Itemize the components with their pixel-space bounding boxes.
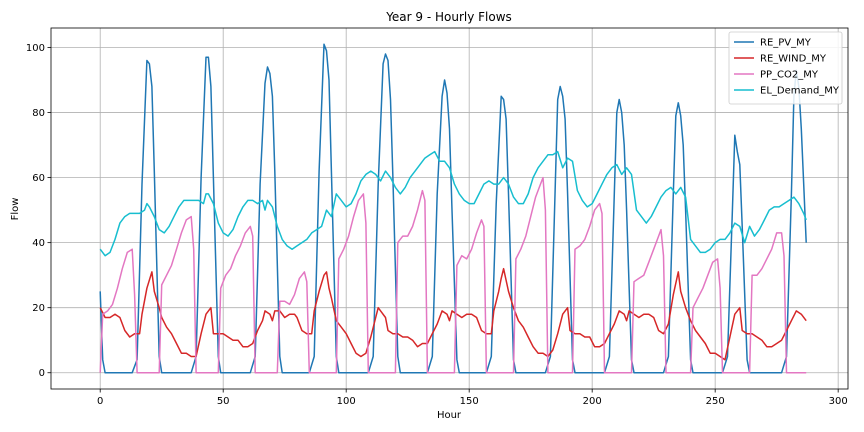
x-axis-title: Hour [437, 410, 462, 421]
y-tick-label: 40 [32, 238, 45, 249]
x-tick-label: 50 [217, 396, 230, 407]
x-tick-label: 300 [829, 396, 848, 407]
legend-box [728, 31, 843, 105]
x-tick-label: 0 [97, 396, 103, 407]
y-tick-label: 60 [32, 173, 45, 184]
legend-label-re-pv-my: RE_PV_MY [760, 38, 812, 49]
legend-label-el-demand-my: EL_Demand_MY [760, 86, 840, 97]
series-line-re-wind-my [99, 267, 807, 361]
series-line-pp-co2-my [99, 176, 807, 374]
axis-ticks: 0 50 100 150 200 250 300 0 20 40 60 80 100 [26, 43, 848, 407]
legend: RE_PV_MY RE_WIND_MY PP_CO2_MY EL_Demand_MY [728, 31, 843, 105]
chart-title: Year 9 - Hourly Flows [385, 10, 512, 24]
y-axis-title: Flow [10, 198, 21, 221]
y-tick-label: 0 [39, 368, 45, 379]
y-tick-label: 100 [26, 43, 45, 54]
series-lines [99, 43, 807, 374]
legend-label-re-wind-my: RE_WIND_MY [760, 54, 827, 65]
legend-label-pp-co2-my: PP_CO2_MY [760, 70, 819, 81]
y-tick-label: 20 [32, 303, 45, 314]
x-tick-label: 150 [460, 396, 479, 407]
series-line-el-demand-my [99, 150, 807, 257]
x-tick-label: 250 [706, 396, 725, 407]
x-tick-label: 100 [337, 396, 356, 407]
y-tick-label: 80 [32, 108, 45, 119]
x-tick-label: 200 [583, 396, 602, 407]
plot-frame [50, 27, 849, 390]
